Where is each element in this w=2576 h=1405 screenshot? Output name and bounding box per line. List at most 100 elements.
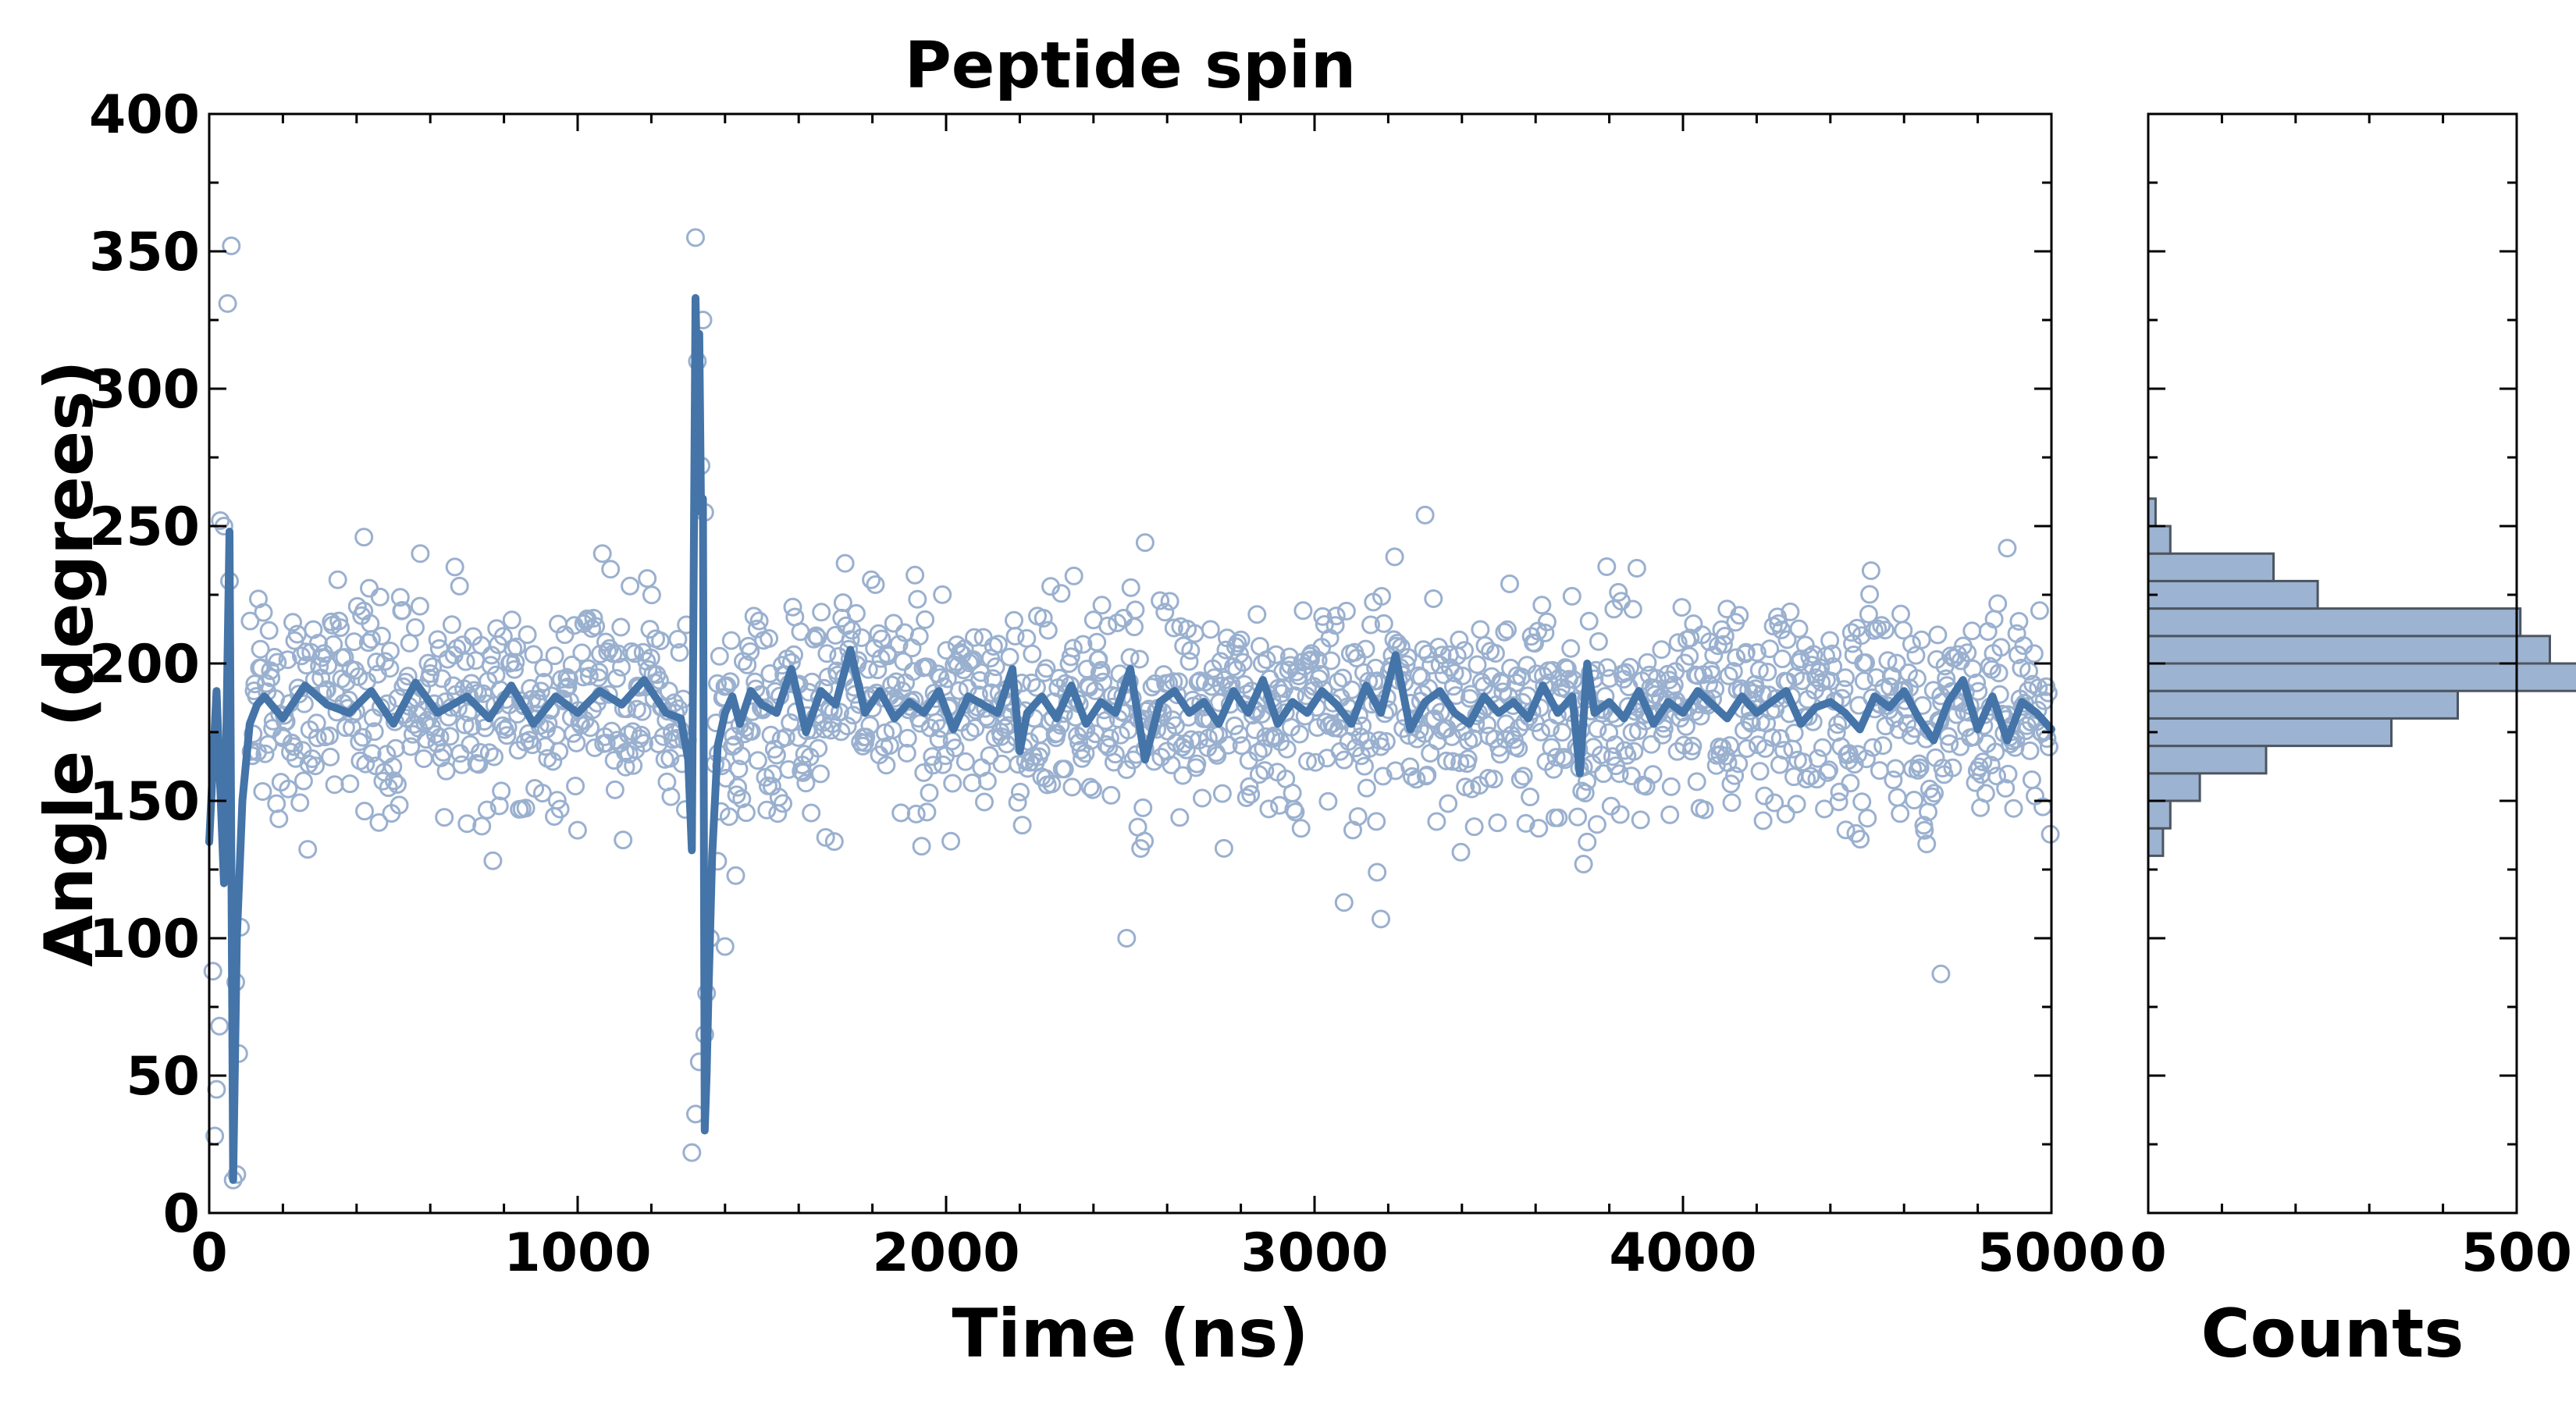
- scatter-point: [891, 803, 911, 823]
- scatter-point: [1996, 778, 2016, 798]
- scatter-point: [1105, 745, 1125, 764]
- scatter-point: [1652, 640, 1671, 660]
- scatter-point: [1464, 817, 1484, 837]
- scatter-point: [2022, 770, 2041, 789]
- scatter-point: [660, 749, 680, 768]
- scatter-point: [1891, 804, 1910, 823]
- y-tick-label: 0: [163, 1183, 200, 1245]
- x-tick-label: 5000: [1977, 1222, 2125, 1284]
- scatter-point-outlier: [203, 962, 222, 981]
- scatter-point: [866, 575, 885, 594]
- scatter-point: [1858, 809, 1877, 828]
- scatter-point: [607, 669, 626, 688]
- scatter-point: [1493, 682, 1513, 702]
- scatter-point: [768, 804, 788, 823]
- scatter-point: [1638, 653, 1657, 672]
- scatter-point: [1372, 587, 1391, 606]
- hist-x-tick-label: 500: [2461, 1222, 2572, 1284]
- scatter-point: [1169, 672, 1188, 692]
- scatter-point: [532, 681, 550, 701]
- scatter-point: [1644, 678, 1663, 698]
- scatter-point: [757, 800, 777, 820]
- scatter-point: [457, 814, 477, 834]
- scatter-point: [1578, 772, 1596, 791]
- scatter-point: [966, 718, 985, 738]
- scatter-point: [1742, 713, 1761, 733]
- scatter-point: [1418, 765, 1437, 784]
- scatter-point: [1443, 677, 1463, 696]
- scatter-point: [1841, 774, 1860, 793]
- scatter-point: [1089, 649, 1108, 669]
- scatter-point: [785, 645, 803, 664]
- scatter-point: [1884, 770, 1903, 790]
- scatter-point: [1532, 722, 1550, 742]
- scatter-point: [328, 570, 347, 589]
- scatter-point: [344, 632, 364, 652]
- scatter-point: [621, 576, 640, 596]
- scatter-point: [1720, 736, 1739, 756]
- scatter-point: [894, 652, 913, 671]
- scatter-point: [1451, 842, 1471, 862]
- scatter-point: [400, 633, 419, 653]
- scatter-point: [1529, 819, 1549, 838]
- scatter-point: [472, 816, 492, 836]
- scatter-point: [1376, 732, 1396, 751]
- histogram-bar: [2147, 552, 2275, 582]
- scatter-point: [808, 628, 827, 647]
- scatter-point: [1668, 633, 1688, 653]
- scatter-point: [2004, 799, 2023, 818]
- scatter-point: [1905, 791, 1924, 809]
- scatter-point: [340, 774, 360, 794]
- scatter-point: [1017, 628, 1037, 648]
- scatter-point: [1414, 640, 1433, 660]
- scatter-point: [324, 635, 343, 654]
- scatter-point: [1430, 655, 1450, 674]
- scatter-point: [859, 660, 878, 679]
- scatter-point: [1784, 724, 1804, 743]
- scatter-point: [1564, 670, 1583, 689]
- y-tick-label: 350: [89, 222, 200, 283]
- scatter-point: [1151, 591, 1170, 610]
- scatter-point: [571, 716, 591, 735]
- scatter-point: [1471, 620, 1490, 639]
- scatter-point: [1774, 741, 1794, 760]
- scatter-point: [331, 618, 350, 638]
- scatter-point: [1610, 764, 1629, 784]
- scatter-point: [837, 616, 856, 635]
- scatter-point: [321, 747, 340, 767]
- scatter-point: [640, 620, 660, 639]
- scatter-point: [1064, 566, 1083, 585]
- scatter-point: [568, 820, 587, 840]
- scatter-point: [1542, 738, 1561, 757]
- scatter-point: [1789, 619, 1809, 638]
- scatter-point: [1704, 646, 1724, 665]
- scatter-point: [555, 625, 575, 645]
- scatter-point-outlier: [222, 237, 241, 255]
- scatter-point: [1599, 669, 1619, 688]
- scatter-point: [596, 734, 616, 752]
- scatter-point: [833, 593, 852, 613]
- scatter-point: [661, 787, 681, 806]
- scatter-point: [1940, 734, 1959, 753]
- scatter-point: [390, 795, 409, 815]
- scatter-point: [670, 643, 689, 662]
- scatter-point: [1588, 719, 1607, 738]
- scatter-point: [2020, 741, 2040, 760]
- scatter-point: [1514, 767, 1533, 786]
- histogram-bar: [2147, 689, 2459, 720]
- scatter-point: [812, 603, 831, 622]
- scatter-point: [1722, 793, 1742, 813]
- scatter-point: [642, 585, 661, 605]
- scatter-point: [1421, 656, 1441, 675]
- scatter-point: [1342, 680, 1361, 699]
- scatter-point: [898, 728, 917, 748]
- scatter-point: [417, 730, 436, 749]
- scatter-point: [1164, 618, 1183, 638]
- histogram-ticks: [2147, 112, 2518, 1215]
- scatter-point: [616, 757, 635, 777]
- scatter-point: [856, 727, 876, 747]
- scatter-point: [824, 832, 844, 852]
- scatter-point: [482, 646, 501, 665]
- scatter-point: [1117, 760, 1137, 779]
- x-tick-label: 0: [190, 1222, 227, 1284]
